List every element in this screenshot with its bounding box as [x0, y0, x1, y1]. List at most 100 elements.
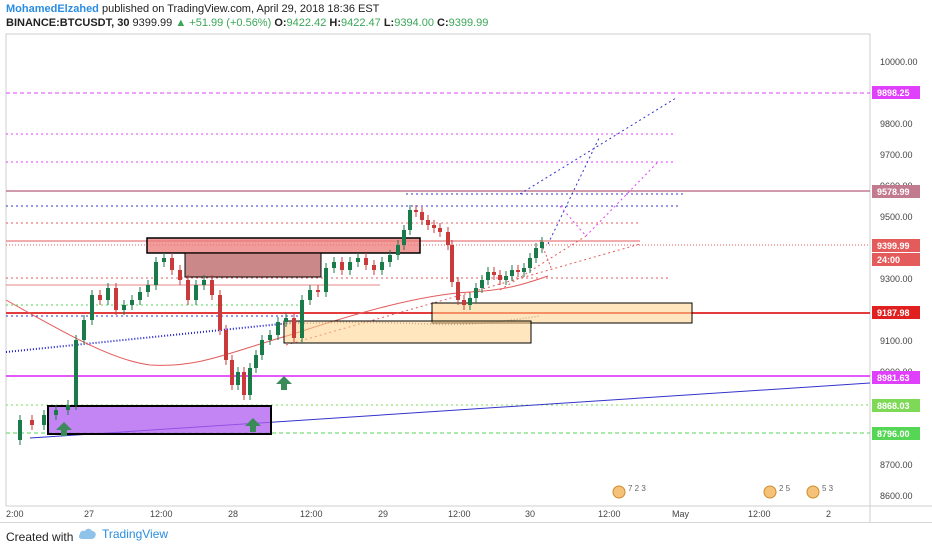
candle-body — [534, 248, 538, 258]
candle-body — [224, 330, 228, 360]
event-flag-icon[interactable]: 7 2 3 — [612, 484, 646, 499]
high-value: 9422.47 — [340, 17, 381, 29]
close-value: 9399.99 — [448, 17, 489, 29]
svg-text:5 3: 5 3 — [822, 484, 834, 493]
price-tick-label: 10000.00 — [880, 57, 918, 67]
price-tags: 9898.25 9578.99 9399.99 24:00 9187.98 8981.63… — [872, 86, 920, 440]
candle-body — [348, 262, 352, 270]
candle-body — [82, 320, 86, 340]
price-tick-label: 9100.00 — [880, 336, 913, 346]
time-tick-label: 2 — [826, 509, 831, 519]
price-tag — [872, 185, 920, 198]
candle-body — [324, 268, 328, 292]
candle-body — [426, 220, 430, 225]
candle-body — [522, 268, 526, 272]
price-tick-label: 9700.00 — [880, 150, 913, 160]
candle-body — [438, 228, 442, 232]
time-tick-label: 30 — [525, 509, 535, 519]
created-with-label: Created with — [6, 530, 74, 544]
candle-body — [402, 230, 406, 245]
price-tag — [872, 239, 920, 252]
candle-body — [242, 372, 246, 395]
time-tick-label: 29 — [378, 509, 388, 519]
candle-body — [106, 288, 110, 300]
candle-body — [332, 262, 336, 268]
price-tag-label: 9578.99 — [877, 187, 910, 197]
candle-body — [248, 368, 252, 395]
time-tick-label: 12:00 — [448, 509, 471, 519]
candle-body — [528, 258, 532, 268]
candle-body — [276, 322, 280, 335]
event-flag-icon[interactable]: 2 5 — [763, 484, 791, 499]
candle-body — [486, 272, 490, 280]
candle-body — [170, 258, 174, 270]
candle-body — [122, 305, 126, 310]
candle-body — [202, 280, 206, 285]
supply-zone-brown[interactable] — [184, 252, 322, 278]
candle-body — [90, 295, 94, 320]
price-tag — [872, 427, 920, 440]
open-value: 9422.42 — [286, 17, 327, 29]
projection-blue-upper[interactable] — [519, 97, 677, 195]
candle-body — [284, 318, 288, 322]
svg-text:7 2 3: 7 2 3 — [628, 484, 646, 493]
candle-body — [98, 295, 102, 300]
up-arrow-icon — [245, 418, 261, 432]
candle-body — [210, 280, 214, 295]
candle-body — [162, 258, 166, 262]
candle-body — [42, 415, 46, 425]
projection-pink-down[interactable] — [559, 205, 587, 237]
projection-blue-lower[interactable] — [547, 135, 601, 245]
time-tick-label: 12:00 — [300, 509, 323, 519]
plot-frame — [5, 33, 871, 507]
projection-pink-up[interactable] — [585, 161, 659, 237]
time-axis[interactable]: 2:00 27 12:00 28 12:00 29 12:00 30 12:00 May 12:00… — [6, 509, 831, 519]
candle-body — [474, 288, 478, 298]
candle-body — [414, 210, 418, 212]
candle-body — [504, 276, 508, 280]
candle-body — [396, 245, 400, 255]
low-label: L: — [383, 17, 395, 29]
open-label: O: — [274, 17, 287, 29]
candle-body — [364, 258, 368, 265]
price-tag-label: 9399.99 — [877, 241, 910, 251]
tradingview-brand-link[interactable]: TradingView — [78, 527, 168, 541]
event-flag-icon[interactable]: 5 3 — [806, 484, 834, 499]
price-tag — [872, 371, 920, 384]
up-arrow-icon — [276, 376, 292, 390]
candle-body — [308, 290, 312, 300]
candle-body — [456, 282, 460, 300]
time-tick-label: 12:00 — [150, 509, 173, 519]
candle-body — [218, 295, 222, 330]
candle-body — [154, 262, 158, 285]
demand-zone-purple[interactable] — [47, 405, 272, 435]
supply-zone-red[interactable] — [146, 237, 421, 254]
candle-body — [432, 225, 436, 228]
candle-body — [408, 210, 412, 230]
time-tick-label: 27 — [84, 509, 94, 519]
candle-body — [420, 212, 424, 220]
candle-body — [194, 285, 198, 300]
close-label: C: — [437, 17, 449, 29]
candle-body — [450, 245, 454, 282]
author-link[interactable]: MohamedElzahed — [6, 3, 99, 15]
candle-body — [516, 270, 520, 272]
candle-body — [468, 298, 472, 305]
candle-body — [540, 242, 544, 248]
price-tag — [872, 306, 920, 319]
candle-body — [130, 300, 134, 305]
publish-line: MohamedElzahed published on TradingView.… — [6, 2, 926, 16]
demand-zone-orange-left[interactable] — [283, 320, 532, 344]
candle-body — [186, 280, 190, 300]
projection-red-upper[interactable] — [499, 235, 587, 291]
candle-body — [18, 420, 22, 440]
candle-body — [74, 340, 78, 405]
low-value: 9394.00 — [394, 17, 434, 29]
price-change: ▲ +51.99 (+0.56%) — [175, 17, 272, 29]
time-tick-label: 12:00 — [748, 509, 771, 519]
moving-average-blue — [5, 321, 301, 353]
price-tag-label: 8981.63 — [877, 373, 910, 383]
candle-body — [510, 270, 514, 276]
demand-zone-orange-right[interactable] — [431, 302, 693, 324]
